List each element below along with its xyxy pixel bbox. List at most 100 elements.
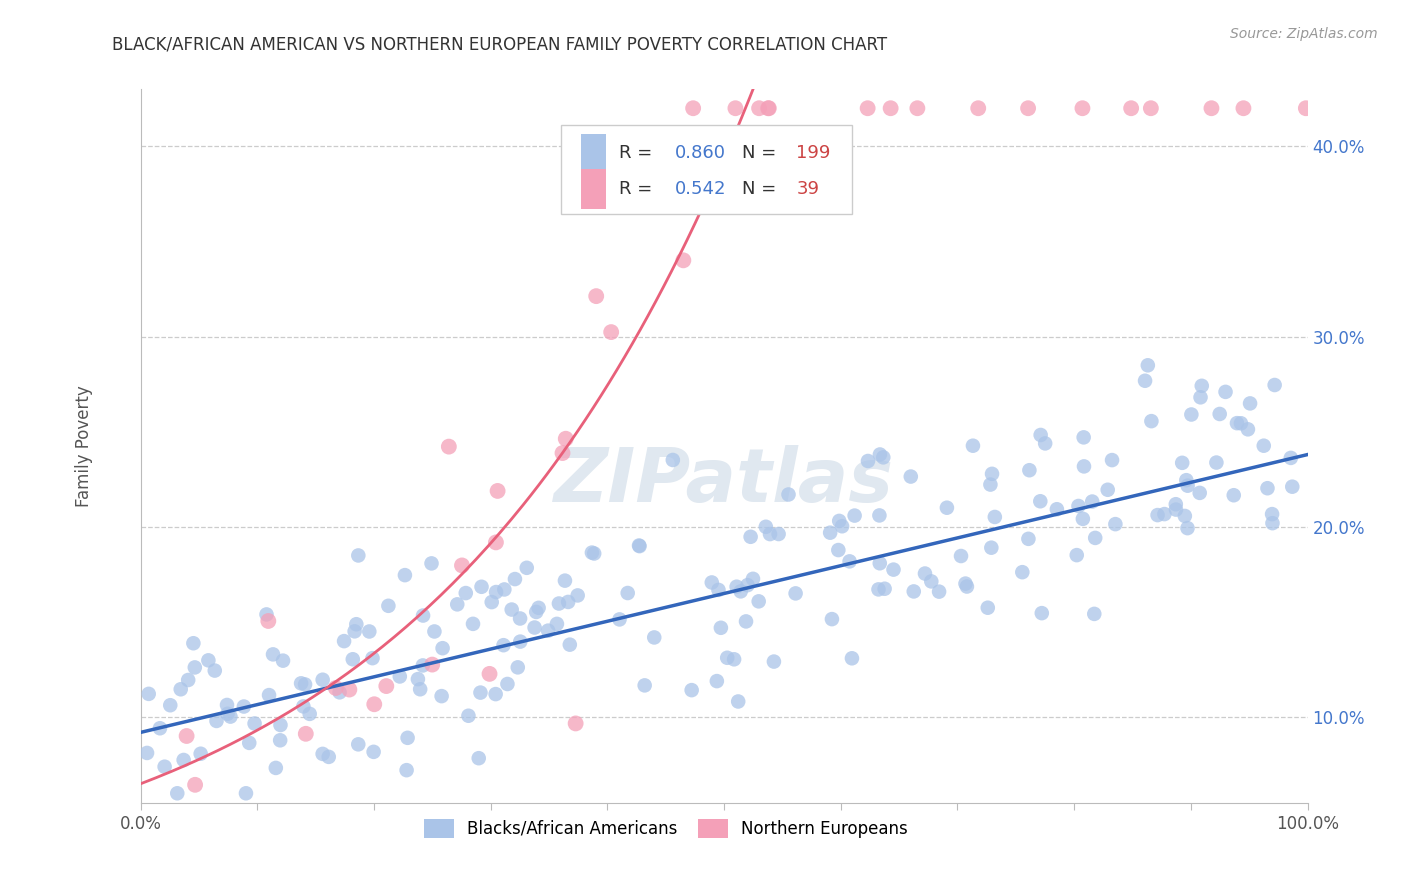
Point — [347, 549, 370, 563]
Point — [868, 508, 890, 523]
Point — [138, 687, 160, 701]
Point — [980, 541, 1002, 555]
Point — [920, 574, 942, 589]
Point — [1261, 516, 1284, 530]
Point — [451, 558, 474, 573]
Point — [481, 595, 503, 609]
Point — [1205, 456, 1227, 470]
Point — [1177, 478, 1199, 492]
Point — [882, 563, 904, 577]
Point — [616, 586, 638, 600]
Point — [343, 624, 366, 639]
Point — [557, 595, 579, 609]
Point — [873, 582, 896, 596]
Text: 199: 199 — [796, 145, 831, 162]
Point — [190, 747, 212, 761]
Point — [193, 824, 215, 838]
Text: N =: N = — [741, 180, 782, 198]
Point — [1295, 101, 1317, 115]
Point — [1071, 512, 1094, 526]
Point — [375, 679, 398, 693]
Point — [183, 636, 205, 650]
Point — [294, 727, 316, 741]
Point — [1215, 384, 1237, 399]
Point — [446, 598, 468, 612]
Point — [412, 608, 434, 623]
Point — [844, 508, 866, 523]
Point — [485, 585, 508, 599]
Point — [583, 547, 606, 561]
Point — [377, 599, 399, 613]
Point — [821, 612, 844, 626]
Point — [1239, 396, 1261, 410]
Point — [742, 572, 765, 586]
Point — [1189, 390, 1212, 404]
Point — [1188, 486, 1211, 500]
Point — [1121, 101, 1143, 115]
Point — [516, 561, 538, 575]
Point — [620, 173, 643, 187]
Point — [831, 519, 853, 533]
Text: R =: R = — [619, 180, 658, 198]
Point — [558, 638, 581, 652]
Point — [1104, 517, 1126, 532]
Point — [1073, 459, 1095, 474]
Point — [628, 539, 651, 553]
Point — [153, 760, 176, 774]
Text: Source: ZipAtlas.com: Source: ZipAtlas.com — [1230, 27, 1378, 41]
Point — [235, 786, 257, 800]
Point — [1175, 473, 1198, 487]
Text: ZIPatlas: ZIPatlas — [554, 445, 894, 518]
Point — [869, 448, 891, 462]
Point — [470, 580, 492, 594]
Point — [271, 654, 294, 668]
Point — [257, 688, 280, 702]
Point — [716, 650, 738, 665]
Point — [723, 652, 745, 666]
Point — [537, 624, 560, 638]
Point — [1153, 507, 1175, 521]
Point — [1222, 488, 1244, 502]
Point — [564, 716, 586, 731]
Point — [740, 530, 762, 544]
Point — [546, 616, 568, 631]
Point — [956, 580, 979, 594]
Point — [730, 584, 752, 599]
Point — [1017, 101, 1039, 115]
Point — [1011, 565, 1033, 579]
Point — [1256, 481, 1278, 495]
Point — [682, 101, 704, 115]
Point — [841, 651, 863, 665]
Point — [496, 677, 519, 691]
Point — [269, 733, 291, 747]
Point — [758, 101, 780, 115]
Point — [294, 677, 316, 691]
Point — [1146, 508, 1168, 522]
Point — [430, 689, 453, 703]
Point — [762, 655, 785, 669]
Point — [1164, 502, 1187, 516]
Point — [581, 546, 603, 560]
Point — [467, 751, 489, 765]
Point — [748, 594, 770, 608]
Point — [1177, 521, 1199, 535]
Point — [262, 648, 284, 662]
Point — [1180, 408, 1202, 422]
Point — [269, 718, 291, 732]
Point — [928, 584, 950, 599]
Point — [710, 621, 733, 635]
Point — [509, 611, 531, 625]
Point — [1017, 532, 1039, 546]
Point — [470, 685, 492, 699]
Point — [177, 673, 200, 687]
Point — [329, 685, 352, 699]
Point — [409, 682, 432, 697]
Point — [485, 535, 508, 549]
Point — [672, 253, 695, 268]
Point — [759, 527, 782, 541]
Point — [724, 101, 747, 115]
Point — [333, 634, 356, 648]
Point — [166, 786, 188, 800]
Point — [735, 615, 758, 629]
FancyBboxPatch shape — [581, 134, 606, 173]
